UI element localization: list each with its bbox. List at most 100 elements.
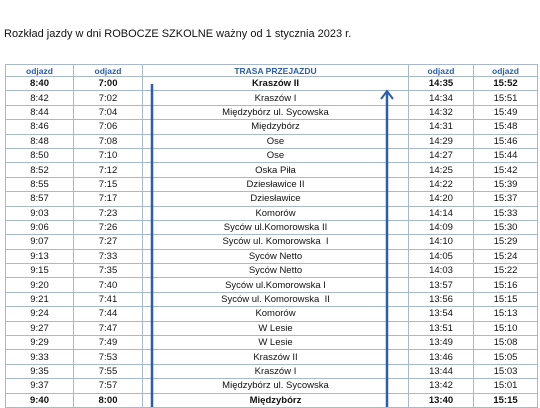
time: 8:46 xyxy=(5,119,74,135)
time: 7:00 xyxy=(73,75,143,92)
stop-name: W Lesie xyxy=(142,335,409,351)
time: 7:17 xyxy=(73,191,143,207)
time: 15:51 xyxy=(473,90,538,106)
stop-name: Syców ul.Komorowska II xyxy=(142,219,409,236)
header-row: odjazd odjazd TRASA PRZEJAZDU odjazd odjazd xyxy=(5,64,538,77)
time: 14:20 xyxy=(408,191,474,207)
time: 13:42 xyxy=(408,378,474,394)
row: 9:03 7:23 Komorów 14:14 15:33 xyxy=(5,205,538,221)
time: 7:35 xyxy=(73,263,143,279)
time: 15:01 xyxy=(473,378,538,394)
stop-name: Syców Netto xyxy=(142,248,409,265)
stop-name: Dziesławice xyxy=(142,191,409,207)
row: 9:21 7:41 Syców ul. Komorowska II 13:56 15:1… xyxy=(5,291,538,308)
stop-name: Kraszów II xyxy=(142,349,409,365)
time: 9:27 xyxy=(5,320,74,337)
row: 9:40 8:00 Międzybórz 13:40 15:15 xyxy=(5,392,538,408)
time: 15:30 xyxy=(473,219,538,236)
time: 13:51 xyxy=(408,320,474,337)
stop-name: Międzybórz ul. Sycowska xyxy=(142,378,409,394)
time: 14:14 xyxy=(408,205,474,221)
time: 8:50 xyxy=(5,147,74,164)
row: 9:07 7:27 Syców ul. Komorowska I 14:10 15:29 xyxy=(5,234,538,250)
time: 15:33 xyxy=(473,205,538,221)
time: 15:44 xyxy=(473,147,538,164)
time: 8:48 xyxy=(5,133,74,149)
time: 7:15 xyxy=(73,176,143,193)
time: 9:35 xyxy=(5,363,74,380)
time: 14:22 xyxy=(408,176,474,193)
stop-name: Międzybórz ul. Sycowska xyxy=(142,104,409,121)
stop-name: Ose xyxy=(142,133,409,149)
row: 8:50 7:10 Ose 14:27 15:44 xyxy=(5,147,538,164)
stop-name: Kraszów II xyxy=(142,75,409,92)
time: 15:03 xyxy=(473,363,538,380)
time: 14:29 xyxy=(408,133,474,149)
time: 7:27 xyxy=(73,234,143,250)
time: 15:05 xyxy=(473,349,538,365)
row: 9:27 7:47 W Lesie 13:51 15:10 xyxy=(5,320,538,337)
time: 7:44 xyxy=(73,306,143,322)
time: 13:56 xyxy=(408,291,474,308)
time: 7:23 xyxy=(73,205,143,221)
time: 9:03 xyxy=(5,205,74,221)
time: 8:40 xyxy=(5,75,74,92)
row: 9:33 7:53 Kraszów II 13:46 15:05 xyxy=(5,349,538,365)
stop-name: Ose xyxy=(142,147,409,164)
row: 9:37 7:57 Międzybórz ul. Sycowska 13:42 15:0… xyxy=(5,378,538,394)
time: 8:44 xyxy=(5,104,74,121)
time: 15:29 xyxy=(473,234,538,250)
time: 8:42 xyxy=(5,90,74,106)
stop-name: Komorów xyxy=(142,306,409,322)
time: 7:08 xyxy=(73,133,143,149)
time: 14:25 xyxy=(408,162,474,178)
row: 9:20 7:40 Syców ul.Komorowska I 13:57 15:16 xyxy=(5,277,538,293)
time: 7:53 xyxy=(73,349,143,365)
row: 8:48 7:08 Ose 14:29 15:46 xyxy=(5,133,538,149)
time: 15:24 xyxy=(473,248,538,265)
time: 7:57 xyxy=(73,378,143,394)
time: 7:49 xyxy=(73,335,143,351)
time: 15:46 xyxy=(473,133,538,149)
time: 9:37 xyxy=(5,378,74,394)
time: 7:12 xyxy=(73,162,143,178)
time: 9:33 xyxy=(5,349,74,365)
time: 15:13 xyxy=(473,306,538,322)
row: 9:24 7:44 Komorów 13:54 15:13 xyxy=(5,306,538,322)
time: 8:57 xyxy=(5,191,74,207)
time: 15:15 xyxy=(473,291,538,308)
row: 8:55 7:15 Dziesławice II 14:22 15:39 xyxy=(5,176,538,193)
row: 9:29 7:49 W Lesie 13:49 15:08 xyxy=(5,335,538,351)
stop-name: Międzybórz xyxy=(142,392,409,408)
time: 14:31 xyxy=(408,119,474,135)
time: 7:10 xyxy=(73,147,143,164)
time: 13:54 xyxy=(408,306,474,322)
stop-name: Międzybórz xyxy=(142,119,409,135)
stop-name: Syców ul. Komorowska I xyxy=(142,234,409,250)
row: 9:06 7:26 Syców ul.Komorowska II 14:09 15:30 xyxy=(5,219,538,236)
time: 15:16 xyxy=(473,277,538,293)
time: 7:40 xyxy=(73,277,143,293)
time: 9:21 xyxy=(5,291,74,308)
time: 8:00 xyxy=(73,392,143,408)
time: 13:46 xyxy=(408,349,474,365)
time: 7:04 xyxy=(73,104,143,121)
time: 7:41 xyxy=(73,291,143,308)
time: 15:15 xyxy=(473,392,538,408)
time: 7:06 xyxy=(73,119,143,135)
stop-name: Syców ul.Komorowska I xyxy=(142,277,409,293)
time: 15:42 xyxy=(473,162,538,178)
time: 9:07 xyxy=(5,234,74,250)
time: 15:48 xyxy=(473,119,538,135)
row: 8:42 7:02 Kraszów I 14:34 15:51 xyxy=(5,90,538,106)
time: 13:44 xyxy=(408,363,474,380)
time: 13:57 xyxy=(408,277,474,293)
timetable: odjazd odjazd TRASA PRZEJAZDU odjazd odjazd … xyxy=(5,64,538,408)
row: 9:15 7:35 Syców Netto 14:03 15:22 xyxy=(5,263,538,279)
time: 13:40 xyxy=(408,392,474,408)
time: 14:32 xyxy=(408,104,474,121)
stop-name: Dziesławice II xyxy=(142,176,409,193)
time: 14:05 xyxy=(408,248,474,265)
stop-name: Kraszów I xyxy=(142,363,409,380)
